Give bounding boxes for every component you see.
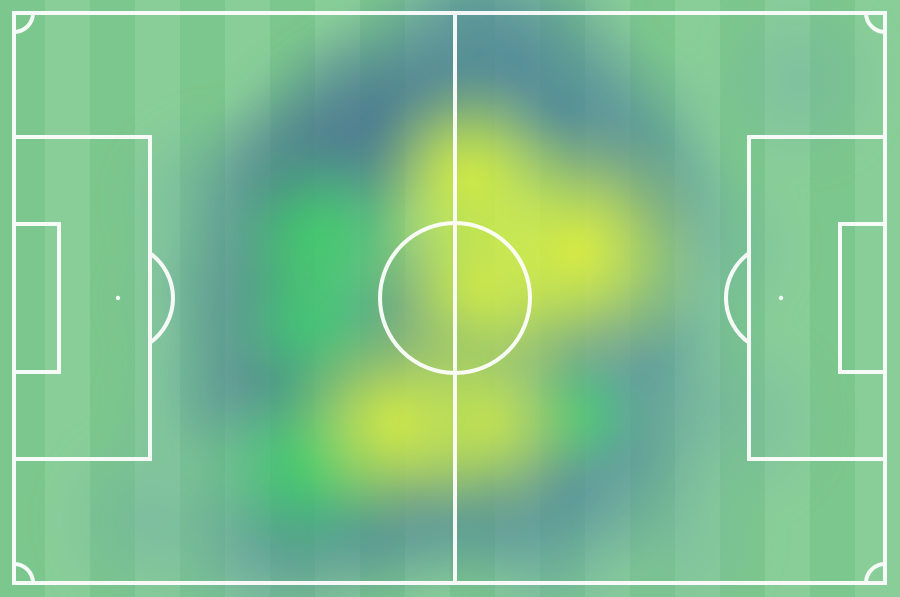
penalty-arc-left bbox=[148, 251, 175, 345]
penalty-arc-right bbox=[724, 251, 751, 345]
goal-area-left bbox=[12, 222, 61, 374]
pitch-line-markings bbox=[12, 11, 887, 585]
goal-area-right bbox=[838, 222, 887, 374]
corner-arc-bottom-right bbox=[864, 562, 886, 584]
heat-blob bbox=[280, 309, 508, 537]
corner-arc-top-left bbox=[13, 12, 35, 34]
center-spot bbox=[452, 295, 458, 301]
corner-arc-top-right bbox=[864, 12, 886, 34]
penalty-spot-left bbox=[115, 295, 121, 301]
corner-arc-bottom-left bbox=[13, 562, 35, 584]
heat-blob bbox=[441, 113, 715, 387]
penalty-spot-right bbox=[778, 295, 784, 301]
center-circle bbox=[378, 221, 532, 375]
